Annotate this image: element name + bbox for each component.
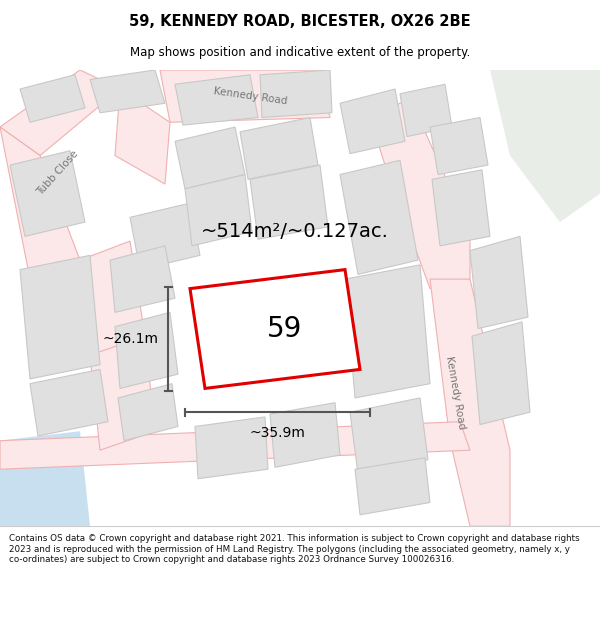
Polygon shape: [355, 458, 430, 515]
Polygon shape: [490, 70, 600, 222]
Polygon shape: [250, 165, 328, 239]
Polygon shape: [90, 336, 155, 450]
Polygon shape: [115, 89, 170, 184]
Polygon shape: [80, 241, 145, 355]
Polygon shape: [190, 269, 360, 388]
Polygon shape: [470, 236, 528, 329]
Polygon shape: [430, 279, 510, 526]
Text: Tubb Close: Tubb Close: [35, 148, 80, 197]
Polygon shape: [175, 75, 258, 125]
Text: 59, KENNEDY ROAD, BICESTER, OX26 2BE: 59, KENNEDY ROAD, BICESTER, OX26 2BE: [129, 14, 471, 29]
Polygon shape: [260, 70, 332, 118]
Text: Kennedy Road: Kennedy Road: [212, 86, 287, 107]
Polygon shape: [130, 203, 200, 269]
Text: ~26.1m: ~26.1m: [102, 332, 158, 346]
Polygon shape: [118, 384, 178, 441]
Polygon shape: [110, 246, 175, 312]
Polygon shape: [240, 118, 318, 179]
Polygon shape: [432, 170, 490, 246]
Polygon shape: [185, 174, 252, 246]
Text: Map shows position and indicative extent of the property.: Map shows position and indicative extent…: [130, 46, 470, 59]
Polygon shape: [0, 127, 80, 279]
Polygon shape: [270, 402, 340, 468]
Polygon shape: [0, 431, 90, 526]
Polygon shape: [370, 99, 470, 289]
Polygon shape: [115, 312, 178, 388]
Polygon shape: [20, 256, 100, 379]
Polygon shape: [175, 127, 245, 189]
Polygon shape: [340, 160, 418, 274]
Polygon shape: [400, 84, 452, 136]
Polygon shape: [20, 75, 85, 122]
Text: 59: 59: [268, 315, 302, 343]
Text: Contains OS data © Crown copyright and database right 2021. This information is : Contains OS data © Crown copyright and d…: [9, 534, 580, 564]
Polygon shape: [345, 265, 430, 398]
Polygon shape: [160, 70, 330, 122]
Polygon shape: [350, 398, 428, 474]
Polygon shape: [472, 322, 530, 424]
Polygon shape: [0, 422, 470, 469]
Polygon shape: [340, 89, 405, 154]
Polygon shape: [430, 118, 488, 174]
Text: ~514m²/~0.127ac.: ~514m²/~0.127ac.: [201, 222, 389, 241]
Text: Kennedy Road: Kennedy Road: [443, 356, 466, 431]
Polygon shape: [90, 70, 165, 112]
Polygon shape: [0, 70, 120, 156]
Polygon shape: [30, 369, 108, 436]
Polygon shape: [10, 151, 85, 236]
Text: ~35.9m: ~35.9m: [250, 426, 305, 441]
Polygon shape: [195, 417, 268, 479]
